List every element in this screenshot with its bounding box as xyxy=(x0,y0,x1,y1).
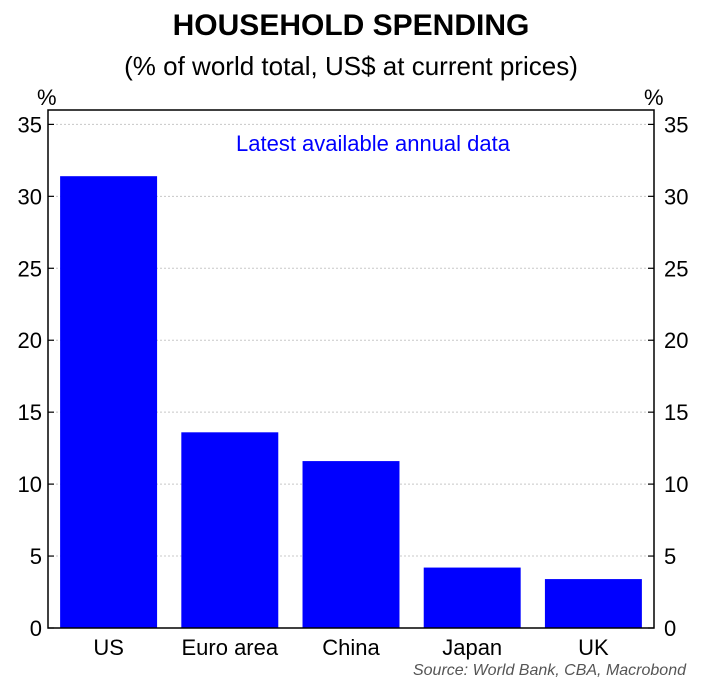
right-y-axis-labels: 0 5 10 15 20 25 30 35 xyxy=(664,112,688,641)
x-tick-label: Japan xyxy=(442,635,502,660)
plot-area-frame xyxy=(47,109,655,629)
right-y-tick-label: 30 xyxy=(664,184,688,209)
left-y-tick-label: 30 xyxy=(18,184,42,209)
right-y-tick-label: 10 xyxy=(664,472,688,497)
x-tick-label: US xyxy=(93,635,124,660)
bar-euro-area xyxy=(181,432,279,628)
x-tick-label: China xyxy=(322,635,380,660)
chart-annotation: Latest available annual data xyxy=(236,131,511,156)
source-note: Source: World Bank, CBA, Macrobond xyxy=(413,662,687,679)
bars xyxy=(60,176,642,628)
left-y-tick-label: 10 xyxy=(18,472,42,497)
left-y-tick-label: 35 xyxy=(18,112,42,137)
right-y-tick-label: 20 xyxy=(664,328,688,353)
bar-uk xyxy=(544,579,642,628)
chart-title: HOUSEHOLD SPENDING xyxy=(173,9,530,42)
x-axis-labels: US Euro area China Japan UK xyxy=(93,635,609,660)
axis-ticks xyxy=(48,123,654,629)
left-y-tick-label: 15 xyxy=(18,400,42,425)
right-y-tick-label: 0 xyxy=(664,616,676,641)
chart-subtitle: (% of world total, US$ at current prices… xyxy=(124,51,578,81)
right-y-tick-label: 35 xyxy=(664,112,688,137)
bar-china xyxy=(302,461,400,628)
left-y-tick-label: 25 xyxy=(18,256,42,281)
left-y-axis-labels: 0 5 10 15 20 25 30 35 xyxy=(18,112,42,641)
x-tick-label: Euro area xyxy=(181,635,278,660)
left-y-tick-label: 20 xyxy=(18,328,42,353)
right-y-tick-label: 5 xyxy=(664,544,676,569)
x-tick-label: UK xyxy=(578,635,609,660)
bar-us xyxy=(60,176,158,628)
left-y-tick-label: 5 xyxy=(30,544,42,569)
left-y-tick-label: 0 xyxy=(30,616,42,641)
left-axis-unit: % xyxy=(37,85,57,110)
right-y-tick-label: 25 xyxy=(664,256,688,281)
right-axis-unit: % xyxy=(644,85,664,110)
right-y-tick-label: 15 xyxy=(664,400,688,425)
bar-japan xyxy=(423,567,521,628)
